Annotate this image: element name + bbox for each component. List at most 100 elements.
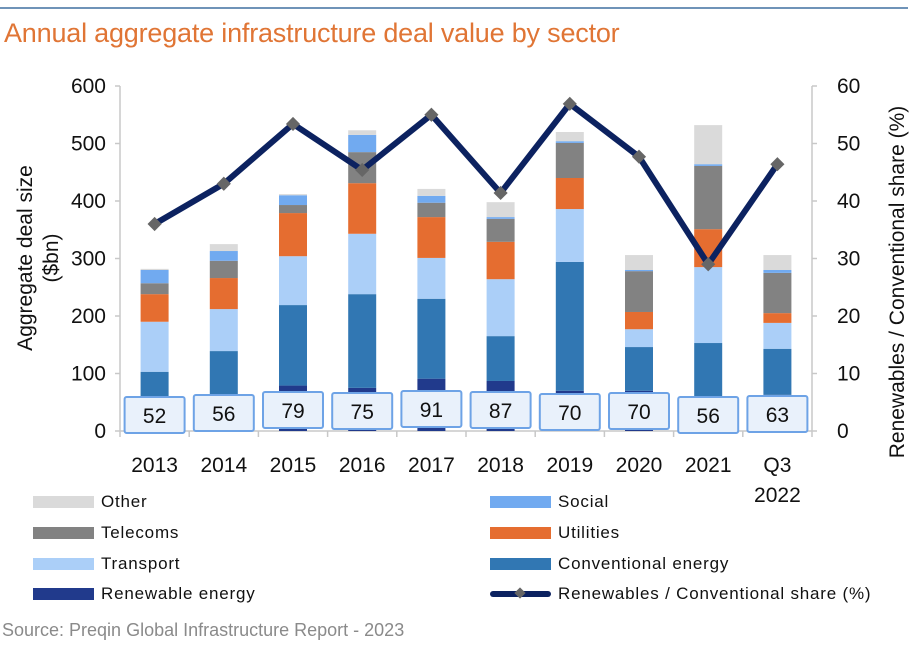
- data-label-box: [331, 392, 394, 430]
- bar-conventional-energy-2014: [209, 351, 238, 399]
- bar-social-2013: [140, 270, 169, 284]
- x-tick-label: 2015: [270, 454, 317, 477]
- bar-utilities-2013: [140, 294, 169, 322]
- bar-utilities-2017: [417, 217, 446, 258]
- bar-other-2018: [486, 202, 515, 218]
- axes: 0 100 200 300 400 500 600 0 10 20 30 40 50 60 2013 2014…: [14, 75, 909, 507]
- bar-social-q3-2022: [763, 270, 792, 273]
- bar-social-2014: [209, 251, 238, 261]
- y2-tick-label: 0: [837, 420, 849, 443]
- share-marker-2020: [631, 149, 647, 164]
- bar-telecoms-2020: [625, 271, 653, 312]
- bar-transport-2017: [417, 257, 446, 299]
- data-label-box: [192, 394, 255, 432]
- bar-conventional-energy-2019: [555, 261, 584, 391]
- data-label: 52: [143, 405, 166, 428]
- bar-utilities-2014: [209, 278, 238, 310]
- data-label: 91: [420, 399, 443, 422]
- bar-other-2014: [209, 244, 238, 252]
- data-label-box: [469, 391, 532, 429]
- top-rule: [0, 7, 908, 9]
- x-tick-label: 2020: [616, 454, 663, 477]
- data-label-box: [123, 396, 186, 434]
- bar-telecoms-2018: [486, 218, 515, 242]
- bar-conventional-energy-2015: [279, 305, 307, 386]
- data-label: 70: [627, 401, 650, 424]
- data-label: 75: [351, 401, 374, 424]
- bar-other-2020: [625, 255, 653, 270]
- bar-social-2018: [486, 217, 515, 219]
- bar-telecoms-2015: [279, 205, 307, 214]
- share-marker-2016: [355, 162, 370, 178]
- data-label: 79: [281, 400, 304, 423]
- bar-transport-2013: [140, 321, 169, 372]
- bar-other-2021: [694, 125, 723, 165]
- share-marker-2015: [285, 116, 301, 132]
- y-axis-title-line: ($bn): [40, 233, 63, 282]
- y-tick-label: 500: [71, 133, 106, 156]
- y2-tick-label: 40: [837, 190, 860, 213]
- x-tick-label: 2016: [339, 454, 386, 477]
- bar-utilities-2020: [625, 311, 653, 330]
- y-tick-label: 200: [71, 305, 106, 328]
- x-tick-label: 2013: [131, 454, 178, 477]
- y2-tick-label: 50: [837, 133, 860, 156]
- y-axis-title-line: Aggregate deal size: [14, 165, 37, 351]
- data-labels: 52 56 79 75 91 87 70 70 56 63: [123, 390, 809, 434]
- y2-tick-label: 20: [837, 305, 860, 328]
- bar-conventional-energy-2016: [348, 294, 377, 388]
- y2-tick-label: 60: [837, 75, 860, 98]
- bar-conventional-energy-2021: [694, 343, 723, 399]
- bar-other-2017: [417, 188, 446, 196]
- bar-utilities-q3-2022: [763, 313, 792, 323]
- bar-other-2019: [555, 132, 584, 142]
- x-tick-label: 2014: [200, 454, 247, 477]
- data-label-box: [262, 391, 324, 429]
- share-marker-2018: [493, 185, 508, 201]
- x-tick-label: Q3: [763, 454, 791, 477]
- data-label-box: [746, 395, 809, 433]
- data-label: 70: [558, 402, 581, 425]
- data-label: 56: [212, 403, 235, 426]
- data-label-box: [608, 392, 670, 430]
- share-marker-2013: [147, 216, 162, 232]
- bar-telecoms-2017: [417, 202, 446, 218]
- bar-transport-2019: [555, 209, 584, 262]
- bar-utilities-2015: [279, 213, 307, 257]
- bar-telecoms-2013: [140, 283, 169, 295]
- bar-other-q3-2022: [763, 255, 792, 270]
- bar-utilities-2019: [555, 178, 584, 210]
- y-tick-label: 400: [71, 190, 106, 213]
- x-tick-label: 2022: [754, 484, 801, 507]
- bar-utilities-2016: [348, 183, 377, 234]
- x-tick-label: 2018: [477, 454, 524, 477]
- share-marker-q3-2022: [770, 157, 785, 172]
- bar-conventional-energy-q3-2022: [763, 348, 792, 395]
- source-note: Source: Preqin Global Infrastructure Rep…: [2, 620, 405, 640]
- bar-conventional-energy-2020: [625, 347, 653, 391]
- bar-transport-2014: [209, 309, 238, 352]
- bar-transport-2018: [486, 279, 515, 337]
- bar-other-2015: [279, 194, 307, 196]
- x-tick-label: 2021: [685, 454, 732, 477]
- bar-social-2020: [625, 270, 653, 272]
- share-line: [147, 96, 785, 272]
- y-tick-label: 300: [71, 248, 106, 271]
- y2-tick-label: 10: [837, 363, 860, 386]
- bar-social-2016: [348, 134, 377, 153]
- share-marker-2021: [701, 257, 716, 272]
- data-label-box: [400, 390, 463, 428]
- share-line-path: [153, 99, 780, 270]
- bar-other-2016: [348, 130, 377, 135]
- bar-telecoms-2014: [209, 260, 238, 279]
- y-tick-label: 0: [94, 420, 106, 443]
- bar-transport-2015: [279, 256, 307, 306]
- chart-title: Annual aggregate infrastructure deal val…: [4, 18, 620, 48]
- bar-other-2013: [140, 268, 169, 270]
- data-label: 87: [489, 400, 512, 423]
- bar-transport-2020: [625, 329, 653, 348]
- share-marker-2019: [562, 96, 577, 111]
- y2-tick-label: 30: [837, 248, 860, 271]
- bar-telecoms-2019: [555, 142, 584, 178]
